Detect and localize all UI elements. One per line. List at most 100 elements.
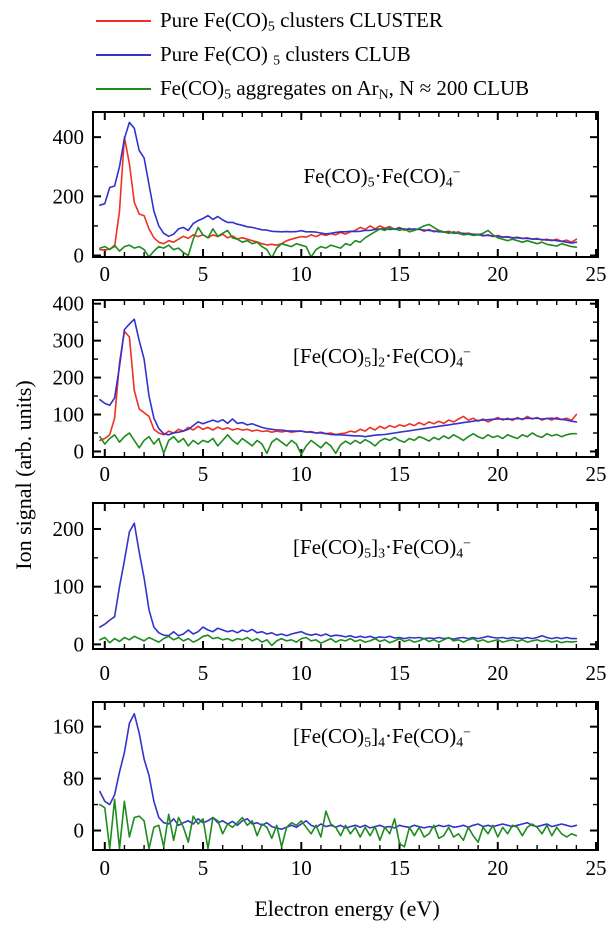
subscript: 5: [364, 545, 372, 561]
text-run: Pure Fe(CO): [160, 41, 274, 66]
panel-1: 0 5 10 15 20 25 0 200 400: [53, 111, 607, 286]
panel-ion-label-1: Fe(CO)5·Fe(CO)4−: [303, 164, 460, 191]
axes-panel-3: [92, 502, 599, 650]
text-run: ]: [371, 535, 379, 559]
superscript: −: [463, 344, 471, 360]
x-tick-label: 5: [198, 262, 209, 286]
text-run: ·Fe(CO): [385, 535, 457, 559]
text-run: Fe(CO): [160, 75, 225, 100]
text-run: aggregates on Ar: [231, 75, 379, 100]
y-tick-label: 0: [74, 632, 85, 656]
text-run: ·Fe(CO): [374, 164, 446, 188]
text-run: [Fe(CO): [293, 724, 365, 748]
text-run: [Fe(CO): [293, 535, 365, 559]
x-tick-label: 25: [586, 262, 607, 286]
text-run: clusters CLUSTER: [274, 7, 443, 32]
legend-line-swatch-blue: [96, 53, 151, 57]
x-tick-label: 15: [389, 262, 410, 286]
y-tick-label: 80: [63, 767, 84, 791]
x-tick-label: 10: [291, 262, 312, 286]
series-green-line: [99, 634, 578, 647]
plot-border: [92, 701, 599, 851]
tick-labels-panel-1: 0 5 10 15 20 25 0 200 400: [53, 125, 607, 286]
y-tick-label: 200: [53, 366, 85, 390]
y-tick-label: 400: [53, 292, 85, 316]
y-tick-label: 0: [74, 244, 85, 268]
text-run: Pure Fe(CO): [160, 7, 268, 32]
superscript: −: [452, 164, 461, 180]
y-tick-label: 200: [53, 184, 85, 208]
x-tick-label: 5: [198, 661, 209, 685]
series-blue-line: [99, 712, 578, 831]
subscript: N: [378, 86, 389, 102]
text-run: ]: [371, 724, 379, 748]
y-tick-label: 0: [74, 439, 85, 463]
text-run: ·Fe(CO): [385, 344, 457, 368]
tick-labels-panel-4: 0 5 10 15 20 25 0 80 160: [53, 715, 607, 880]
tick-labels-panel-3: 0 5 10 15 20 25 0 100 200: [53, 517, 607, 685]
subscript: 5: [224, 86, 232, 102]
x-tick-label: 25: [586, 661, 607, 685]
x-tick-label: 20: [487, 661, 508, 685]
axes-panel-2: [92, 299, 599, 458]
series-green-line: [99, 223, 578, 256]
legend-line-swatch-green: [96, 87, 151, 91]
subscript: 4: [378, 734, 386, 750]
x-tick-label: 5: [198, 462, 209, 486]
superscript: −: [463, 535, 471, 551]
series-blue-line: [99, 121, 578, 244]
x-tick-label: 25: [586, 462, 607, 486]
panel-ion-label-4: [Fe(CO)5]4·Fe(CO)4−: [293, 724, 471, 751]
legend-item-green: Fe(CO)5 aggregates on ArN, N ≈ 200 CLUB: [96, 76, 529, 102]
x-tick-label: 0: [100, 462, 111, 486]
x-tick-label: 15: [389, 462, 410, 486]
superscript: −: [463, 724, 471, 740]
plot-border: [92, 111, 599, 258]
x-tick-label: 10: [291, 856, 312, 880]
subscript: 4: [456, 734, 464, 750]
y-axis-title: Ion signal (arb. units): [11, 380, 36, 570]
axes-panel-1: [92, 111, 599, 258]
text-run: , N ≈ 200 CLUB: [388, 75, 530, 100]
series-blue-line: [99, 522, 578, 641]
subscript: 4: [456, 545, 464, 561]
text-run: ·Fe(CO): [385, 724, 457, 748]
y-tick-label: 400: [53, 125, 85, 149]
text-run: Fe(CO): [303, 164, 368, 188]
subscript: 5: [364, 734, 372, 750]
x-tick-label: 5: [198, 856, 209, 880]
y-tick-label: 0: [74, 819, 85, 843]
series-green-line: [99, 798, 578, 849]
x-tick-label: 20: [487, 462, 508, 486]
legend-item-red: Pure Fe(CO)5 clusters CLUSTER: [96, 8, 443, 34]
panel-4: 0 5 10 15 20 25 0 80 160: [53, 701, 607, 880]
subscript: 5: [273, 52, 281, 68]
subscript: 3: [378, 545, 386, 561]
subscript: 4: [445, 174, 453, 190]
panel-ion-label-2: [Fe(CO)5]2·Fe(CO)4−: [293, 344, 471, 371]
text-run: ]: [371, 344, 379, 368]
x-tick-label: 15: [389, 856, 410, 880]
x-tick-label: 20: [487, 856, 508, 880]
y-tick-label: 160: [53, 715, 85, 739]
x-tick-label: 20: [487, 262, 508, 286]
legend-label: Pure Fe(CO) 5 clusters CLUB: [160, 42, 411, 69]
subscript: 5: [267, 18, 275, 34]
x-tick-label: 15: [389, 661, 410, 685]
subscript: 5: [367, 174, 375, 190]
panel-ion-label-3: [Fe(CO)5]3·Fe(CO)4−: [293, 535, 471, 562]
x-tick-label: 0: [100, 661, 111, 685]
y-tick-label: 300: [53, 329, 85, 353]
legend-label: Fe(CO)5 aggregates on ArN, N ≈ 200 CLUB: [160, 76, 529, 103]
subscript: 4: [456, 354, 464, 370]
y-tick-label: 100: [53, 575, 85, 599]
plot-border: [92, 502, 599, 650]
subscript: 5: [364, 354, 372, 370]
x-tick-label: 0: [100, 262, 111, 286]
legend-item-blue: Pure Fe(CO) 5 clusters CLUB: [96, 42, 411, 68]
x-tick-label: 10: [291, 462, 312, 486]
series-red-line: [99, 136, 578, 251]
